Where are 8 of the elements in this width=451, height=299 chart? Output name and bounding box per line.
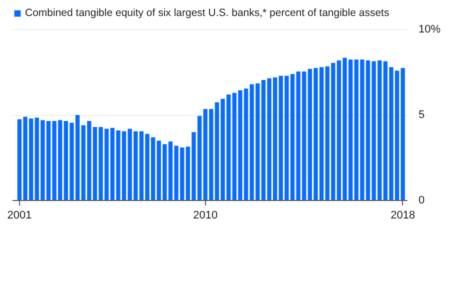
y-tick-label: 10% (418, 24, 441, 36)
y-tick-label: 0 (418, 194, 425, 206)
y-tick-label: 5 (418, 109, 425, 122)
x-tick-label: 2018 (390, 210, 416, 222)
legend-label: Combined tangible equity of six largest U.S. banks,* percent of tangible assets (25, 7, 390, 19)
x-tick-label: 2010 (193, 210, 218, 222)
x-tick-label: 2001 (7, 210, 32, 222)
bar (400, 68, 405, 200)
